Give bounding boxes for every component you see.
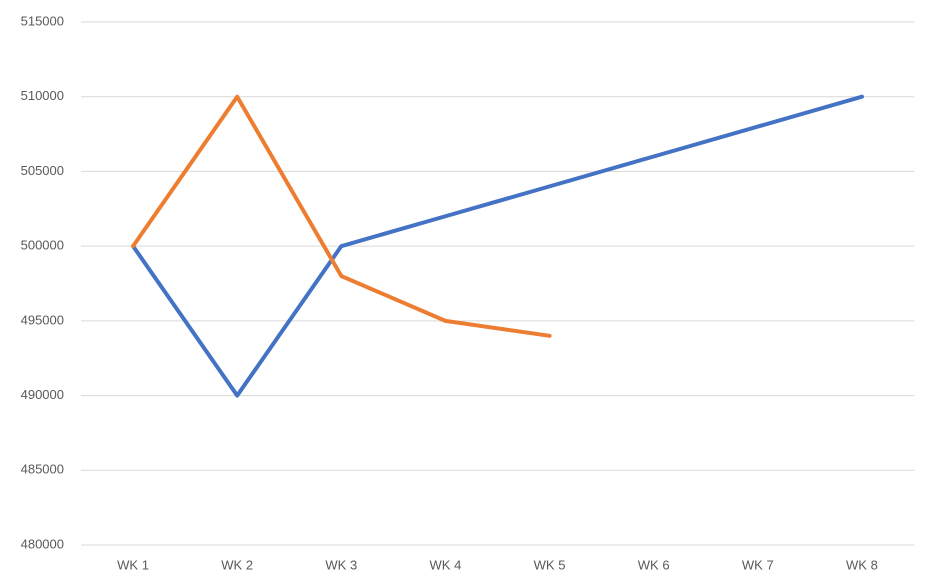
- y-tick-label: 480000: [21, 536, 64, 551]
- y-tick-label: 490000: [21, 387, 64, 402]
- x-tick-label: WK 7: [742, 557, 774, 572]
- y-tick-label: 495000: [21, 312, 64, 327]
- x-tick-label: WK 8: [846, 557, 878, 572]
- y-tick-label: 515000: [21, 13, 64, 28]
- x-tick-label: WK 5: [534, 557, 566, 572]
- x-tick-label: WK 2: [221, 557, 253, 572]
- x-tick-label: WK 4: [430, 557, 462, 572]
- y-tick-label: 485000: [21, 462, 64, 477]
- y-tick-label: 510000: [21, 88, 64, 103]
- x-tick-label: WK 6: [638, 557, 670, 572]
- line-series: [131, 94, 864, 398]
- x-tick-label: WK 1: [117, 557, 149, 572]
- x-tick-label: WK 3: [325, 557, 357, 572]
- y-tick-label: 500000: [21, 238, 64, 253]
- line-series: [131, 94, 552, 338]
- y-tick-label: 505000: [21, 163, 64, 178]
